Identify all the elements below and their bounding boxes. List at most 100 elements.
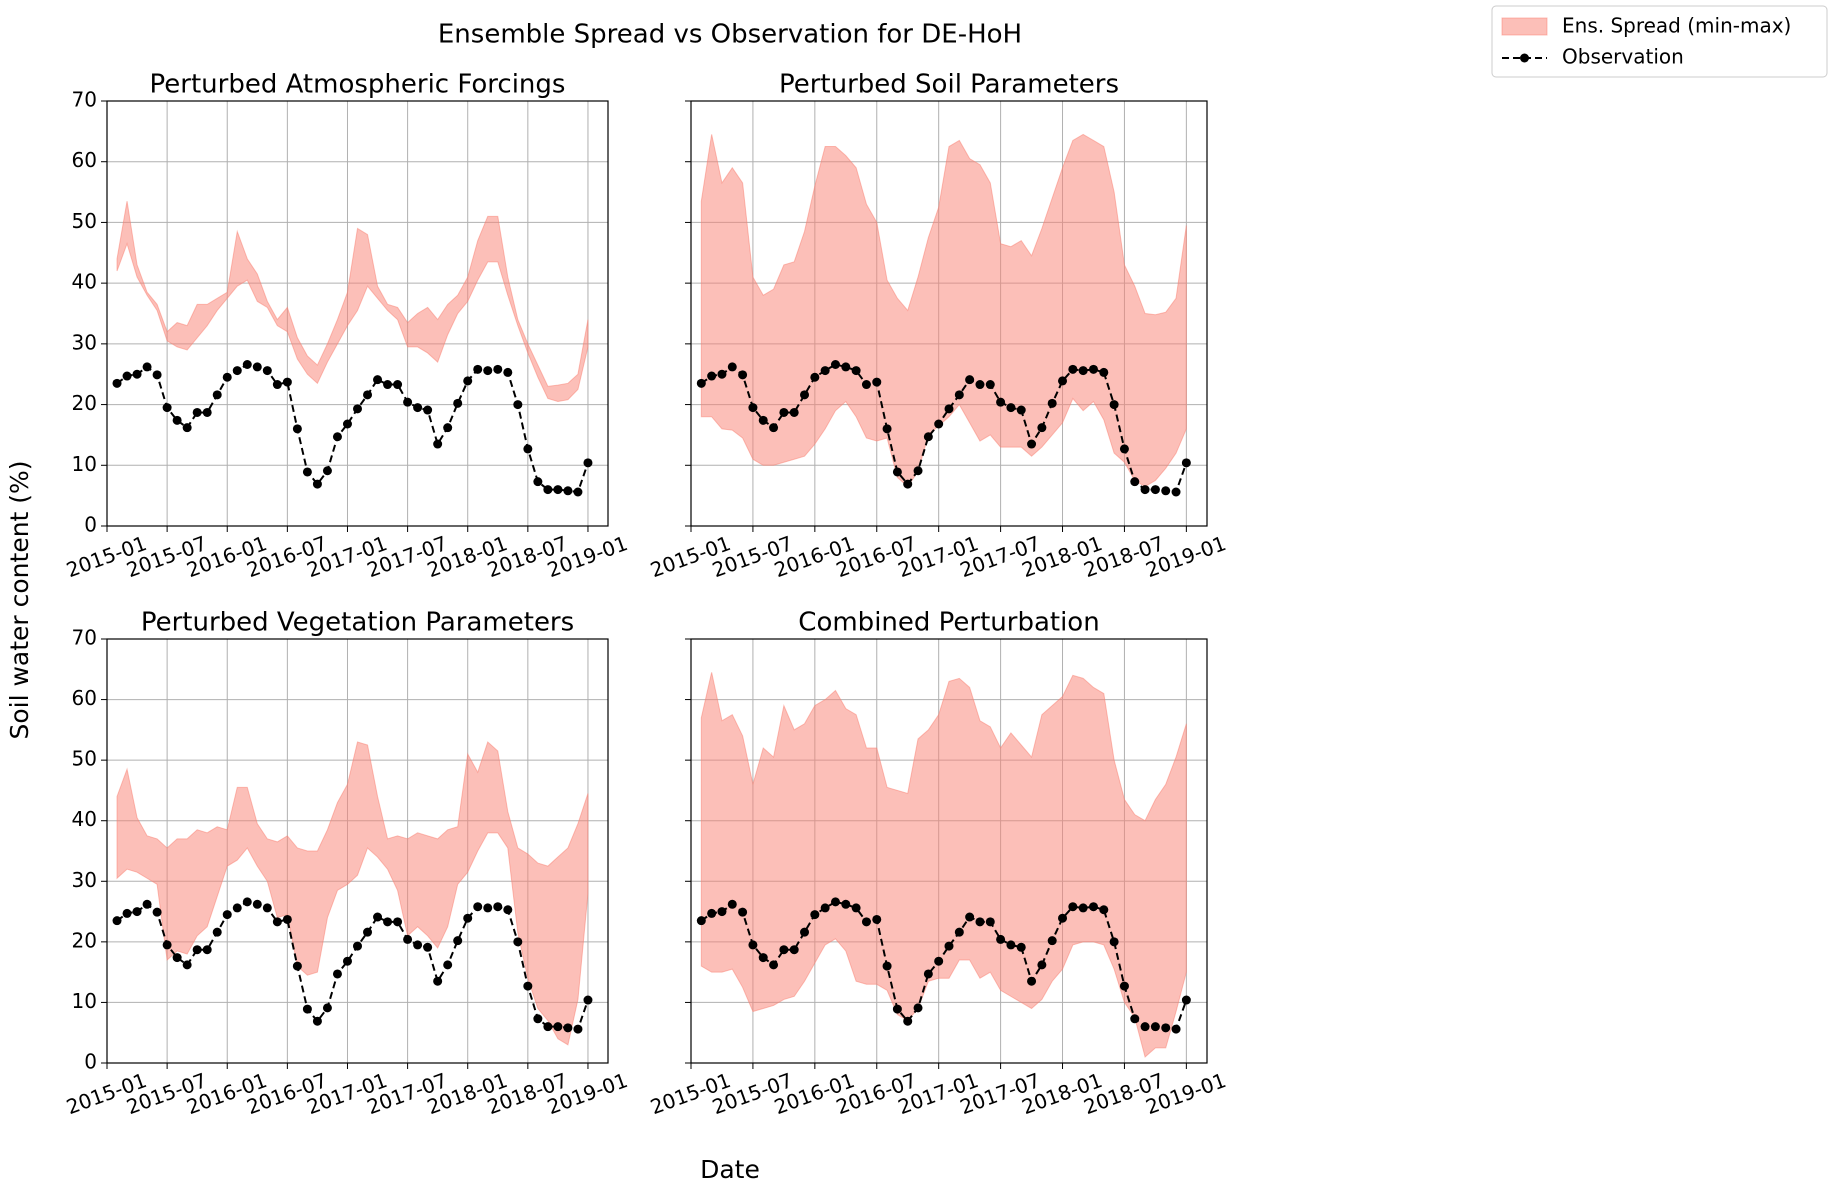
observation-marker bbox=[322, 466, 332, 476]
observation-marker bbox=[882, 961, 892, 971]
observation-marker bbox=[1099, 905, 1109, 915]
observation-marker bbox=[965, 912, 975, 922]
y-tick-label: 60 bbox=[72, 686, 97, 710]
observation-marker bbox=[954, 927, 964, 937]
observation-marker bbox=[1109, 937, 1119, 947]
y-tick-label: 0 bbox=[84, 1050, 97, 1074]
observation-marker bbox=[493, 364, 503, 374]
observation-marker bbox=[192, 407, 202, 417]
observation-marker bbox=[433, 439, 443, 449]
axes-frame bbox=[690, 100, 1208, 527]
observation-marker bbox=[483, 366, 493, 376]
observation-marker bbox=[758, 415, 768, 425]
observation-marker bbox=[282, 377, 292, 387]
observation-marker bbox=[212, 927, 222, 937]
observation-marker bbox=[232, 366, 242, 376]
observation-marker bbox=[162, 940, 172, 950]
observation-marker bbox=[302, 467, 312, 477]
observation-marker bbox=[913, 466, 923, 476]
observation-marker bbox=[523, 981, 533, 991]
observation-marker bbox=[820, 366, 830, 376]
observation-marker bbox=[172, 953, 182, 963]
observation-marker bbox=[1078, 903, 1088, 913]
observation-marker bbox=[903, 1016, 913, 1026]
observation-marker bbox=[342, 956, 352, 966]
observation-marker bbox=[1109, 400, 1119, 410]
x-axis-label: Date bbox=[700, 1155, 760, 1184]
observation-marker bbox=[403, 397, 413, 407]
subplot-title: Perturbed Vegetation Parameters bbox=[141, 608, 574, 638]
observation-marker bbox=[748, 940, 758, 950]
y-axis-label: Soil water content (%) bbox=[5, 460, 34, 739]
observation-marker bbox=[292, 424, 302, 434]
observation-marker bbox=[553, 1022, 563, 1032]
observation-marker bbox=[443, 960, 453, 970]
observation-marker bbox=[903, 479, 913, 489]
observation-marker bbox=[1130, 477, 1140, 487]
observation-marker bbox=[1119, 981, 1129, 991]
observation-marker bbox=[423, 942, 433, 952]
observation-marker bbox=[769, 423, 779, 433]
observation-marker bbox=[954, 390, 964, 400]
observation-marker bbox=[841, 362, 851, 372]
observation-marker bbox=[1078, 366, 1088, 376]
observation-marker bbox=[122, 371, 132, 381]
observation-marker bbox=[923, 969, 933, 979]
observation-marker bbox=[810, 910, 820, 920]
observation-marker bbox=[861, 917, 871, 927]
observation-marker bbox=[738, 907, 748, 917]
observation-marker bbox=[1037, 960, 1047, 970]
legend: Ens. Spread (min-max) Observation bbox=[1491, 5, 1828, 78]
observation-marker bbox=[851, 903, 861, 913]
observation-marker bbox=[1161, 1023, 1171, 1033]
observation-marker bbox=[1058, 913, 1068, 923]
observation-marker bbox=[861, 380, 871, 390]
observation-marker bbox=[923, 432, 933, 442]
axes-frame bbox=[690, 638, 1208, 1064]
observation-marker bbox=[820, 903, 830, 913]
observation-marker bbox=[882, 424, 892, 434]
observation-marker bbox=[573, 1024, 583, 1034]
observation-marker bbox=[696, 916, 706, 926]
observation-marker bbox=[202, 945, 212, 955]
observation-marker bbox=[1088, 902, 1098, 912]
observation-marker bbox=[503, 367, 513, 377]
y-tick-label: 30 bbox=[72, 330, 97, 354]
observation-marker bbox=[1088, 364, 1098, 374]
observation-marker bbox=[152, 370, 162, 380]
legend-frame bbox=[1491, 5, 1828, 78]
observation-marker bbox=[413, 940, 423, 950]
observation-marker bbox=[383, 917, 393, 927]
observation-marker bbox=[152, 907, 162, 917]
observation-marker bbox=[727, 362, 737, 372]
observation-marker bbox=[789, 945, 799, 955]
observation-marker bbox=[403, 934, 413, 944]
observation-marker bbox=[433, 976, 443, 986]
observation-marker bbox=[1047, 936, 1057, 946]
observation-marker bbox=[748, 403, 758, 413]
observation-marker bbox=[717, 369, 727, 379]
observation-marker bbox=[132, 369, 142, 379]
observation-marker bbox=[779, 945, 789, 955]
axes-frame bbox=[106, 638, 609, 1064]
observation-marker bbox=[353, 941, 362, 951]
observation-marker bbox=[696, 378, 706, 388]
observation-marker bbox=[975, 380, 985, 390]
observation-marker bbox=[563, 486, 573, 496]
observation-marker bbox=[332, 432, 342, 442]
observation-marker bbox=[913, 1003, 923, 1013]
observation-marker bbox=[996, 397, 1006, 407]
observation-marker bbox=[1150, 1022, 1160, 1032]
observation-marker bbox=[563, 1023, 573, 1033]
observation-marker bbox=[363, 390, 373, 400]
observation-marker bbox=[383, 380, 393, 390]
observation-marker bbox=[353, 404, 362, 414]
observation-marker bbox=[1181, 458, 1191, 468]
spread-band bbox=[116, 741, 589, 1046]
y-tick-label: 40 bbox=[72, 807, 97, 831]
y-tick-label: 70 bbox=[72, 88, 97, 112]
observation-marker bbox=[1130, 1014, 1140, 1024]
observation-marker bbox=[393, 917, 403, 927]
subplot: Perturbed Vegetation Parameters 0 10 20 30 40… bbox=[63, 608, 631, 1120]
y-tick-label: 50 bbox=[72, 747, 97, 771]
